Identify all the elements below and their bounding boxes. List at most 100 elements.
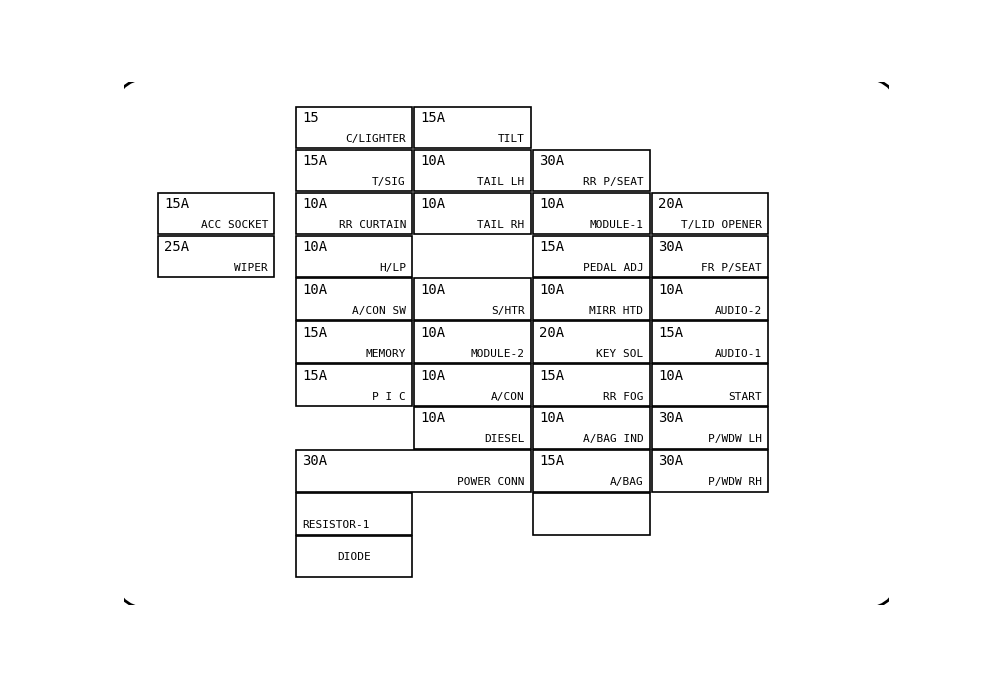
Text: MODULE-1: MODULE-1 <box>590 220 643 230</box>
Bar <box>295 107 412 148</box>
Text: TAIL RH: TAIL RH <box>477 220 525 230</box>
Text: 15A: 15A <box>302 369 327 383</box>
Text: DIESEL: DIESEL <box>484 435 525 445</box>
Bar <box>652 364 769 406</box>
Text: 10A: 10A <box>421 154 446 168</box>
Text: H/LP: H/LP <box>379 262 406 273</box>
Text: 30A: 30A <box>539 154 564 168</box>
Text: 10A: 10A <box>658 369 683 383</box>
Text: AUDIO-2: AUDIO-2 <box>715 305 762 316</box>
Text: 15A: 15A <box>539 454 564 469</box>
Text: 30A: 30A <box>658 240 683 254</box>
Text: 10A: 10A <box>539 283 564 296</box>
Text: 30A: 30A <box>658 454 683 469</box>
Bar <box>415 322 531 362</box>
Bar <box>295 150 412 191</box>
Text: WIPER: WIPER <box>234 262 268 273</box>
Text: P/WDW LH: P/WDW LH <box>708 435 762 445</box>
Bar <box>652 235 769 277</box>
Text: 25A: 25A <box>164 240 190 254</box>
Text: 20A: 20A <box>658 197 683 211</box>
Text: 10A: 10A <box>539 197 564 211</box>
Bar <box>534 279 649 320</box>
Bar <box>534 192 649 234</box>
Text: 30A: 30A <box>302 454 327 469</box>
Text: TAIL LH: TAIL LH <box>477 177 525 187</box>
Bar <box>534 235 649 277</box>
Bar <box>295 235 412 277</box>
Text: P I C: P I C <box>372 392 406 401</box>
Bar <box>415 107 531 148</box>
Text: MEMORY: MEMORY <box>366 349 406 358</box>
Bar <box>415 192 531 234</box>
Bar <box>415 407 531 449</box>
Bar <box>295 493 412 534</box>
Text: 20A: 20A <box>539 326 564 339</box>
Bar <box>158 192 275 234</box>
Bar <box>652 279 769 320</box>
Bar <box>295 192 412 234</box>
Text: DIODE: DIODE <box>337 551 370 562</box>
Text: 10A: 10A <box>421 197 446 211</box>
Text: 10A: 10A <box>302 197 327 211</box>
Bar <box>295 364 412 406</box>
Text: POWER CONN: POWER CONN <box>457 477 525 488</box>
Text: TILT: TILT <box>498 134 525 144</box>
Bar <box>534 150 649 191</box>
Bar <box>534 450 649 492</box>
Text: S/HTR: S/HTR <box>491 305 525 316</box>
Text: 10A: 10A <box>421 411 446 426</box>
Text: 30A: 30A <box>658 411 683 426</box>
Text: RR CURTAIN: RR CURTAIN <box>339 220 406 230</box>
Text: RESISTOR-1: RESISTOR-1 <box>302 520 370 530</box>
Text: 15A: 15A <box>539 369 564 383</box>
Bar <box>295 536 412 577</box>
Bar <box>295 450 531 492</box>
Text: A/CON SW: A/CON SW <box>352 305 406 316</box>
Text: AUDIO-1: AUDIO-1 <box>715 349 762 358</box>
Text: 10A: 10A <box>421 283 446 296</box>
Text: A/BAG: A/BAG <box>610 477 643 488</box>
Bar <box>652 407 769 449</box>
Text: MIRR HTD: MIRR HTD <box>590 305 643 316</box>
Text: A/CON: A/CON <box>491 392 525 401</box>
Bar <box>295 279 412 320</box>
Bar <box>534 322 649 362</box>
Text: 10A: 10A <box>302 240 327 254</box>
Bar <box>295 322 412 362</box>
Text: 10A: 10A <box>658 283 683 296</box>
Text: 15A: 15A <box>658 326 683 339</box>
Text: T/LID OPENER: T/LID OPENER <box>681 220 762 230</box>
Text: 15A: 15A <box>164 197 190 211</box>
Bar <box>652 192 769 234</box>
Text: FR P/SEAT: FR P/SEAT <box>701 262 762 273</box>
Text: T/SIG: T/SIG <box>372 177 406 187</box>
Text: ACC SOCKET: ACC SOCKET <box>201 220 268 230</box>
Text: 10A: 10A <box>539 411 564 426</box>
Text: MODULE-2: MODULE-2 <box>470 349 525 358</box>
Bar <box>652 322 769 362</box>
Text: 10A: 10A <box>302 283 327 296</box>
Bar <box>415 150 531 191</box>
Bar <box>652 450 769 492</box>
Bar <box>534 364 649 406</box>
Text: C/LIGHTER: C/LIGHTER <box>345 134 406 144</box>
FancyBboxPatch shape <box>116 76 897 611</box>
Text: 15A: 15A <box>302 154 327 168</box>
Text: 10A: 10A <box>421 326 446 339</box>
Bar <box>415 364 531 406</box>
Text: 15A: 15A <box>302 326 327 339</box>
Bar <box>534 493 649 534</box>
Text: RR P/SEAT: RR P/SEAT <box>583 177 643 187</box>
Text: 15: 15 <box>302 111 319 125</box>
Bar <box>415 279 531 320</box>
Text: START: START <box>728 392 762 401</box>
Text: RR FOG: RR FOG <box>603 392 643 401</box>
Text: PEDAL ADJ: PEDAL ADJ <box>583 262 643 273</box>
Text: KEY SOL: KEY SOL <box>596 349 643 358</box>
Text: P/WDW RH: P/WDW RH <box>708 477 762 488</box>
Bar <box>534 407 649 449</box>
Text: 10A: 10A <box>421 369 446 383</box>
Bar <box>158 235 275 277</box>
Text: 15A: 15A <box>421 111 446 125</box>
